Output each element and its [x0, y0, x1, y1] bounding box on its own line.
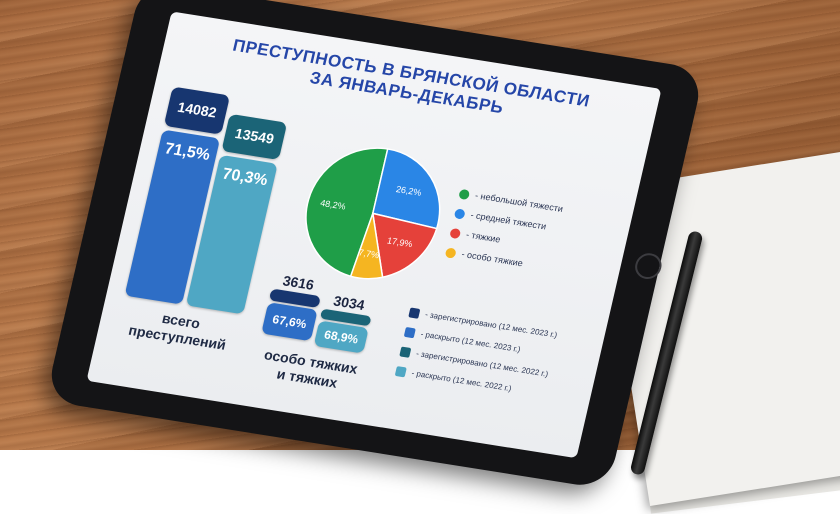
pie-slice-label: 7,7%: [358, 247, 380, 260]
legend-text-solved-2023: - раскрыто (12 мес. 2023 г.): [419, 329, 522, 355]
legend-square-solved-2023: [403, 326, 416, 339]
bar-total-reg-2022: 13549: [221, 113, 288, 161]
bar-total-reg-2023: 14082: [163, 86, 231, 135]
legend-text-especially-grave: - особо тяжкие: [460, 248, 524, 269]
pie-slice-label: 26,2%: [395, 184, 422, 198]
value-total-solved-2023: 71,5%: [163, 140, 212, 164]
legend-text-grave: - тяжкие: [465, 229, 502, 245]
pie-slice-label: 48,2%: [319, 198, 346, 212]
legend-square-reg-2023: [408, 307, 421, 319]
legend-text-minor: - небольшой тяжести: [474, 190, 565, 214]
crime-severity-pie: 48,2% 26,2% 17,9% 7,7%: [305, 147, 441, 280]
bar-legend-item: - зарегистрировано (12 мес. 2023 г.): [406, 306, 558, 340]
value-total-reg-2022: 13549: [233, 125, 276, 147]
pie-legend-item: - небольшой тяжести: [456, 187, 564, 214]
value-grave-solved-2022: 68,9%: [322, 327, 360, 347]
pie-legend-item: - тяжкие: [447, 226, 501, 246]
bar-grave-solved-2022: 68,9%: [313, 320, 369, 354]
pie-legend-item: - средней тяжести: [452, 206, 547, 232]
pie-slice-label: 17,9%: [386, 235, 413, 249]
value-grave-solved-2023: 67,6%: [271, 312, 308, 332]
pie-slice: [349, 213, 384, 280]
legend-square-reg-2022: [399, 346, 412, 358]
value-total-reg-2023: 14082: [176, 98, 219, 121]
pie-slice: [305, 147, 389, 278]
legend-text-medium: - средней тяжести: [469, 209, 548, 232]
legend-square-solved-2022: [394, 366, 407, 378]
bar-legend-item: - раскрыто (12 мес. 2022 г.): [393, 365, 512, 393]
legend-dot-grave: [449, 227, 462, 240]
legend-text-solved-2022: - раскрыто (12 мес. 2022 г.): [410, 368, 513, 394]
bar-legend-item: - раскрыто (12 мес. 2023 г.): [402, 326, 521, 354]
pie-legend-item: - особо тяжкие: [443, 245, 524, 268]
legend-dot-medium: [453, 208, 466, 220]
pie-slice: [371, 148, 441, 230]
value-total-solved-2022: 70,3%: [220, 165, 270, 190]
bar-legend-item: - зарегистрировано (12 мес. 2022 г.): [397, 346, 549, 379]
legend-dot-especially-grave: [444, 247, 457, 259]
tablet: ПРЕСТУПНОСТЬ В БРЯНСКОЙ ОБЛАСТИ ЗА ЯНВАР…: [45, 0, 705, 490]
tablet-screen: ПРЕСТУПНОСТЬ В БРЯНСКОЙ ОБЛАСТИ ЗА ЯНВАР…: [86, 11, 662, 459]
pie-slice: [371, 212, 438, 279]
legend-dot-minor: [458, 188, 471, 201]
bar-grave-solved-2023: 67,6%: [261, 302, 318, 342]
bar-legend: - зарегистрировано (12 мес. 2023 г.) - р…: [393, 306, 558, 393]
